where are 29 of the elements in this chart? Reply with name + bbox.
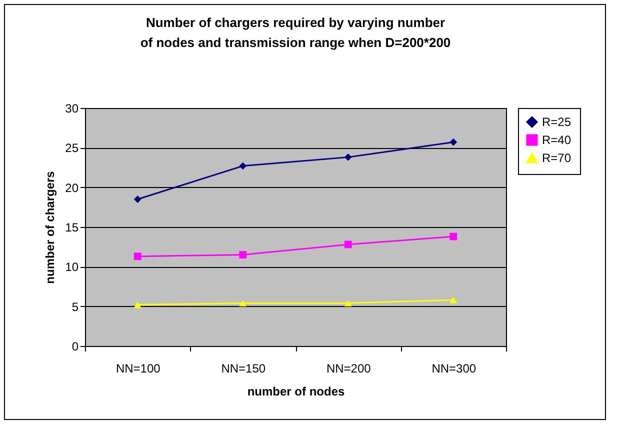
point (239, 251, 247, 258)
point (239, 162, 247, 170)
y-tick-label: 5 (72, 300, 79, 314)
point (450, 138, 458, 146)
point (344, 300, 352, 306)
y-tick-label: 30 (65, 102, 79, 116)
chart-title: Number of chargers required by varying number of nodes and transmission range when D=200*200 (140, 15, 451, 50)
legend-label: R=25 (542, 115, 572, 129)
legend-label: R=70 (542, 151, 572, 165)
point (134, 252, 142, 260)
y-axis-title: number of chargers (43, 170, 58, 284)
point (450, 232, 458, 240)
x-tick-label: NN=300 (432, 362, 476, 376)
legend-label: R=40 (542, 133, 572, 147)
point (239, 300, 247, 306)
point (450, 296, 458, 304)
point (344, 153, 352, 161)
x-tick-label: NN=100 (116, 362, 161, 376)
x-tick-label: NN=200 (326, 362, 372, 376)
y-tick-label: 10 (65, 260, 79, 274)
y-tick-label: 25 (65, 141, 79, 156)
x-axis-title: number of nodes (247, 384, 345, 398)
point (134, 196, 142, 203)
point (134, 302, 142, 308)
y-tick-label: 15 (65, 220, 79, 234)
y-tick-label: 0 (72, 340, 79, 354)
point (344, 240, 352, 248)
y-tick-label: 20 (65, 180, 79, 195)
x-tick-label: NN=150 (221, 362, 266, 376)
